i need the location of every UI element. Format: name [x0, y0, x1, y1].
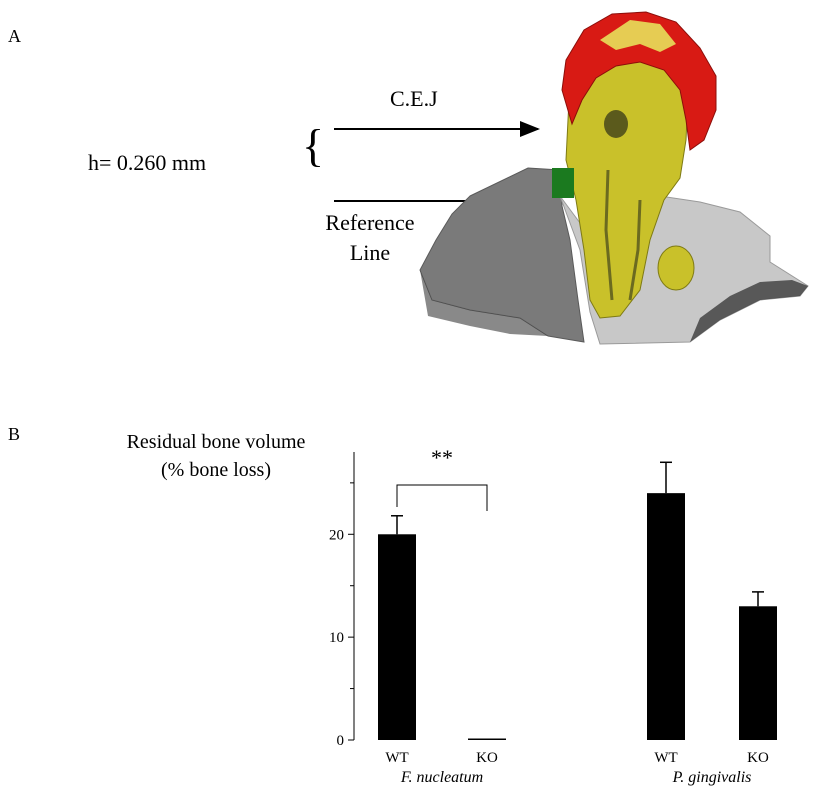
y-tick-label: 0	[337, 733, 345, 749]
bar	[378, 534, 416, 740]
reference-label-line1: Reference	[325, 210, 415, 235]
y-axis-label-line1: Residual bone volume	[126, 431, 306, 453]
root-canal	[604, 169, 614, 301]
panel-b-letter: B	[8, 424, 21, 444]
enamel-crown-highlight	[600, 20, 676, 52]
dark-bone-right	[690, 280, 808, 342]
x-tick-label: WT	[385, 750, 408, 766]
bone-shadow	[420, 270, 548, 336]
root-canal-2	[628, 199, 642, 301]
x-tick-label: KO	[476, 750, 498, 766]
x-tick-label: WT	[654, 750, 677, 766]
reference-line-label: Reference Line	[308, 208, 432, 268]
y-axis-label-line2: (% bone loss)	[161, 459, 271, 481]
group-label: P. gingivalis	[672, 769, 752, 786]
y-tick-label: 10	[329, 630, 344, 646]
enamel-crown	[561, 11, 717, 151]
y-tick-label: 20	[329, 527, 344, 543]
group-label: F. nucleatum	[400, 769, 483, 786]
cej-label: C.E.J	[390, 86, 438, 111]
reference-label-line2: Line	[349, 240, 391, 265]
bar	[647, 493, 685, 740]
significance-label: **	[431, 445, 453, 470]
x-tick-label: KO	[747, 750, 769, 766]
bracket: {	[302, 120, 325, 171]
root-section	[657, 245, 695, 291]
bar-chart: 0 10 20 WT KO F. nucleatum WT KO P. gingivalis **	[329, 445, 777, 786]
tooth-rendering	[334, 11, 809, 345]
measurement-label: h= 0.260 mm	[88, 150, 207, 175]
bar	[739, 606, 777, 740]
y-axis-label: Residual bone volume (% bone loss)	[96, 428, 336, 484]
panel-a-letter: A	[8, 26, 21, 46]
reference-region	[552, 168, 574, 198]
significance-bracket	[396, 484, 488, 511]
pulp-chamber	[604, 110, 628, 138]
bar	[468, 738, 506, 740]
